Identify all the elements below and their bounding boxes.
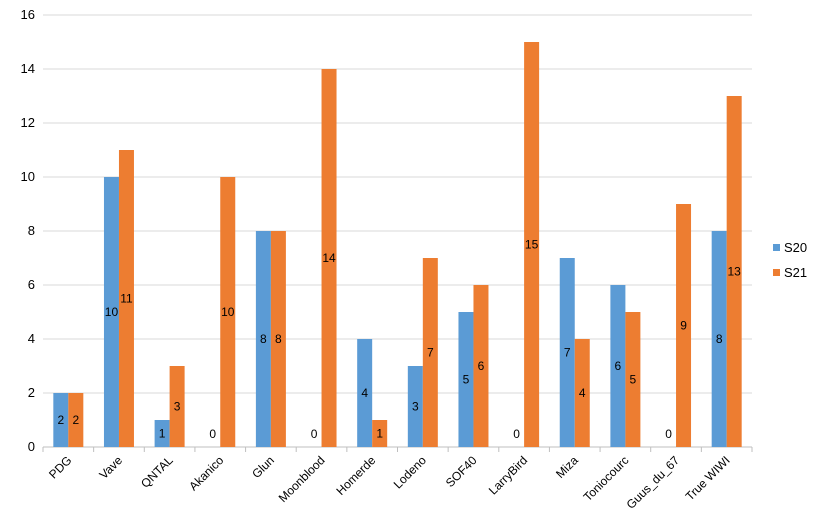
x-category-label: Toniocourc: [581, 453, 632, 504]
data-label: 0: [665, 427, 672, 441]
data-label: 6: [615, 359, 622, 373]
bar-s20-vave: [103, 177, 119, 447]
data-label: 10: [221, 305, 235, 319]
bar-s20-pdg: [53, 393, 69, 447]
legend: S20 S21: [773, 240, 807, 280]
x-category-label: SOF40: [443, 453, 480, 490]
bar-s21-miza: [574, 339, 590, 447]
bar-s21-moonblood: [321, 69, 337, 447]
bar-s21-vave: [118, 150, 134, 447]
data-label: 0: [209, 427, 216, 441]
data-label: 1: [376, 427, 383, 441]
data-label: 4: [361, 386, 368, 400]
data-label: 4: [579, 386, 586, 400]
data-label: 6: [478, 359, 485, 373]
bar-s21-akanico: [220, 177, 236, 447]
x-category-label: Lodeno: [391, 453, 429, 491]
y-tick-label: 6: [28, 277, 35, 292]
bar-s21-toniocourc: [625, 312, 641, 447]
x-category-label: Vave: [96, 453, 125, 482]
data-label: 3: [174, 400, 181, 414]
bar-s20-toniocourc: [610, 285, 626, 447]
data-label: 7: [427, 346, 434, 360]
data-label: 2: [72, 413, 79, 427]
legend-label-s20: S20: [784, 240, 807, 255]
y-tick-label: 14: [21, 61, 35, 76]
y-tick-label: 10: [21, 169, 35, 184]
data-label: 5: [463, 373, 470, 387]
data-label: 15: [525, 238, 539, 252]
data-label: 10: [105, 305, 119, 319]
x-category-label: Guus_du_67: [624, 453, 683, 512]
legend-swatch-s21: [773, 269, 780, 276]
bar-s21-pdg: [68, 393, 84, 447]
data-label: 3: [412, 400, 419, 414]
y-tick-label: 2: [28, 385, 35, 400]
data-label: 9: [680, 319, 687, 333]
bar-s21-sof40: [473, 285, 489, 447]
gridlines: [43, 14, 752, 448]
data-label: 5: [630, 373, 637, 387]
x-category-label: LarryBird: [486, 453, 530, 497]
data-label: 8: [260, 332, 267, 346]
legend-label-s21: S21: [784, 265, 807, 280]
x-category-label: True WIWI: [683, 453, 733, 503]
y-tick-label: 12: [21, 115, 35, 130]
data-label: 1: [159, 427, 166, 441]
y-tick-label: 16: [21, 7, 35, 22]
data-label: 14: [322, 251, 336, 265]
y-tick-label: 4: [28, 331, 35, 346]
data-label: 2: [57, 413, 64, 427]
bar-s20-homerde: [357, 339, 373, 447]
data-label: 7: [564, 346, 571, 360]
bar-s20-qntal: [154, 420, 170, 447]
bar-s21-guus-du-67: [676, 204, 692, 447]
bar-s20-miza: [559, 258, 575, 447]
data-label: 8: [275, 332, 282, 346]
x-category-label: Glun: [249, 453, 277, 481]
x-category-label: QNTAL: [138, 453, 176, 491]
data-label: 8: [716, 332, 723, 346]
data-label: 11: [120, 292, 133, 306]
x-category-label: Miza: [553, 453, 581, 481]
x-category-label: Moonblood: [276, 453, 328, 505]
bar-s21-glun: [270, 231, 286, 447]
y-tick-label: 8: [28, 223, 35, 238]
bar-s21-larrybird: [524, 42, 540, 447]
bars: [53, 42, 742, 447]
data-label: 0: [311, 427, 318, 441]
bar-s21-qntal: [169, 366, 185, 447]
legend-swatch-s20: [773, 244, 780, 251]
x-category-label: Akanico: [186, 453, 226, 493]
x-category-label: Homerde: [333, 453, 378, 498]
x-category-label: PDG: [46, 453, 74, 481]
bar-s20-sof40: [458, 312, 474, 447]
bar-s21-true-wiwi: [726, 96, 742, 447]
bar-s20-true-wiwi: [711, 231, 727, 447]
data-label: 0: [513, 427, 520, 441]
bar-s21-homerde: [372, 420, 388, 447]
bar-s20-glun: [255, 231, 271, 447]
bar-s20-lodeno: [407, 366, 423, 447]
y-tick-label: 0: [28, 439, 35, 454]
data-label: 13: [727, 265, 741, 279]
bar-s21-lodeno: [422, 258, 438, 447]
